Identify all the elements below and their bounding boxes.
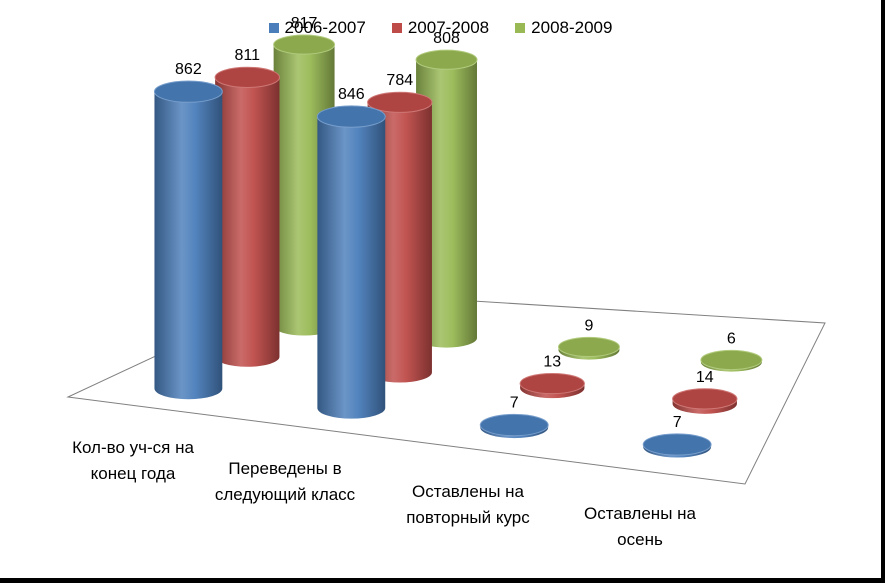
x-tick-label-3: Оставлены на повторный курс [406,482,530,527]
bar-2007-2008-4: 14 [672,369,738,414]
legend-item-2008-2009: 2008-2009 [515,18,612,38]
data-label-2006-2007-4: 7 [673,414,682,431]
data-label-2007-2008-4: 14 [696,369,714,386]
data-label-2008-2009-3: 9 [585,317,594,334]
legend-swatch-2006-2007 [268,23,279,33]
bar-2006-2007-3: 7 [479,394,549,439]
data-label-2008-2009-1: 817 [291,15,318,32]
bar-2007-2008-1: 811 [214,47,280,367]
legend-label-2007-2008: 2007-2008 [407,18,490,37]
legend-swatch-2007-2008 [391,23,402,33]
legend-label-2008-2009: 2008-2009 [531,18,613,37]
bar-2006-2007-4: 7 [642,414,712,458]
legend-label-2006-2007: 2006-2007 [284,18,366,37]
bar-2008-2009-4: 6 [700,330,763,372]
x-tick-label-2: Переведены в следующий класс [215,459,356,504]
data-label-2006-2007-1: 862 [175,61,202,78]
x-tick-label-1: Кол-во уч-ся на конец года [72,438,194,483]
legend-swatch-2008-2009 [515,23,526,33]
data-label-2006-2007-2: 846 [338,86,365,103]
bar-2008-2009-3: 9 [557,317,620,360]
data-label-2008-2009-4: 6 [727,330,736,347]
legend: 2006-2007 2007-2008 2008-2009 [0,18,881,38]
data-label-2006-2007-3: 7 [510,394,519,411]
bar-2006-2007-2: 846 [316,86,386,419]
legend-item-2007-2008: 2007-2008 [391,18,490,38]
bar-2007-2008-3: 13 [519,353,585,399]
bar-2006-2007-1: 862 [153,61,223,400]
data-label-2007-2008-1: 811 [235,47,261,64]
data-label-2007-2008-2: 784 [386,72,413,89]
legend-item-2006-2007: 2006-2007 [268,18,366,38]
data-label-2008-2009-2: 808 [433,30,460,47]
data-label-2007-2008-3: 13 [543,353,561,370]
x-tick-label-4: Оставлены на осень [584,504,697,549]
